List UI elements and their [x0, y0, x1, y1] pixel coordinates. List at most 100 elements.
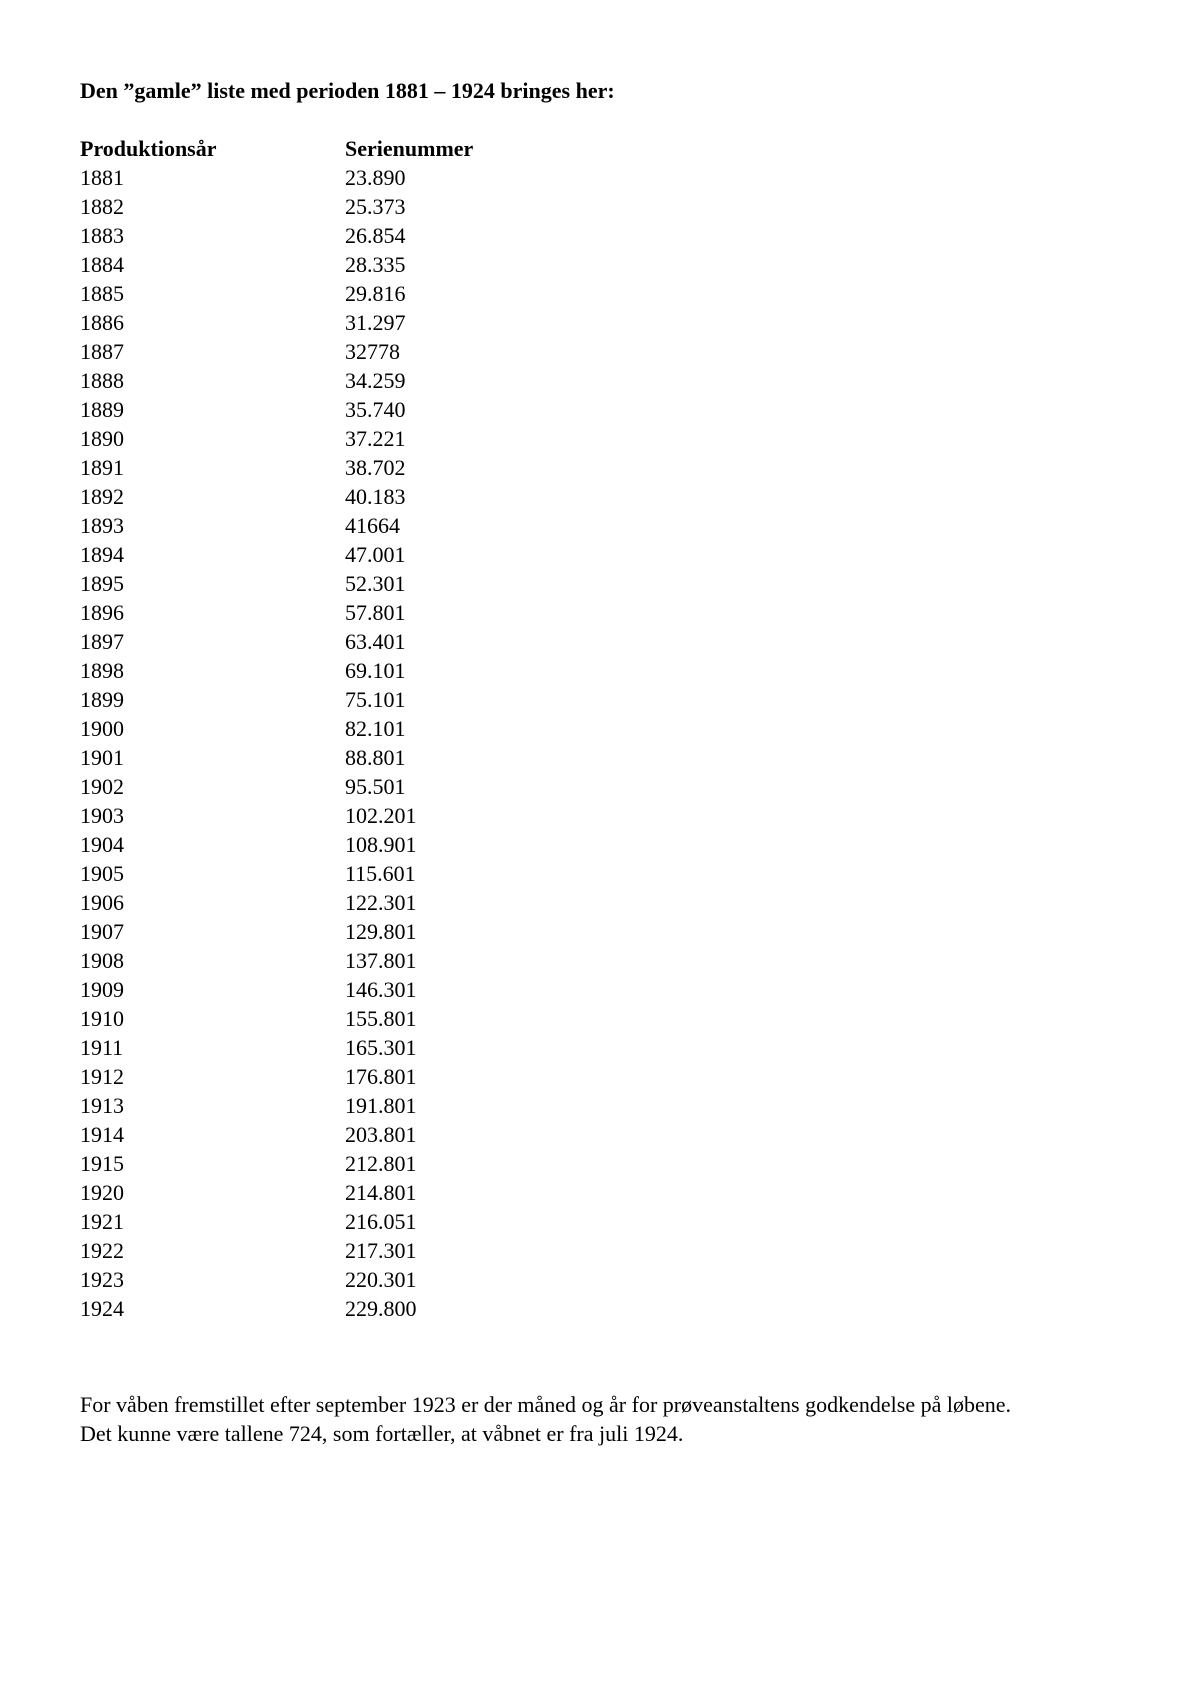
serial-number-cell: 40.183: [345, 484, 406, 509]
production-year-cell: 1892: [80, 484, 124, 509]
production-year-cell: 1903: [80, 803, 124, 828]
table-row: 1904 108.901: [80, 830, 1130, 859]
production-year-cell: 1908: [80, 948, 124, 973]
production-year-cell: 1883: [80, 223, 124, 248]
production-year-cell: 1895: [80, 571, 124, 596]
footer-note: For våben fremstillet efter september 19…: [80, 1390, 1130, 1448]
serial-number-cell: 212.801: [345, 1151, 417, 1176]
serial-number-cell: 129.801: [345, 919, 417, 944]
serial-number-cell: 137.801: [345, 948, 417, 973]
table-row: 1921 216.051: [80, 1207, 1130, 1236]
production-year-cell: 1889: [80, 397, 124, 422]
table-row: 1891 38.702: [80, 453, 1130, 482]
serial-number-cell: 146.301: [345, 977, 417, 1002]
table-row: 1903 102.201: [80, 801, 1130, 830]
serial-number-cell: 122.301: [345, 890, 417, 915]
production-year-cell: 1897: [80, 629, 124, 654]
serial-number-cell: 26.854: [345, 223, 406, 248]
serial-number-cell: 69.101: [345, 658, 406, 683]
serial-number-cell: 108.901: [345, 832, 417, 857]
table-body: 1881 23.890 1882 25.373 1883 26.854 1884 28.335…: [80, 163, 1130, 1323]
serial-number-cell: 191.801: [345, 1093, 417, 1118]
table-row: 1905 115.601: [80, 859, 1130, 888]
serial-number-cell: 214.801: [345, 1180, 417, 1205]
table-row: 1923 220.301: [80, 1265, 1130, 1294]
serial-number-cell: 31.297: [345, 310, 406, 335]
serial-number-cell: 176.801: [345, 1064, 417, 1089]
serial-number-cell: 216.051: [345, 1209, 417, 1234]
table-row: 1922 217.301: [80, 1236, 1130, 1265]
production-year-cell: 1886: [80, 310, 124, 335]
production-year-cell: 1910: [80, 1006, 124, 1031]
serial-number-cell: 41664: [345, 513, 400, 538]
table-row: 1889 35.740: [80, 395, 1130, 424]
production-year-cell: 1884: [80, 252, 124, 277]
production-year-cell: 1896: [80, 600, 124, 625]
production-year-cell: 1898: [80, 658, 124, 683]
production-year-cell: 1922: [80, 1238, 124, 1263]
production-year-cell: 1887: [80, 339, 124, 364]
table-row: 1906 122.301: [80, 888, 1130, 917]
serial-number-cell: 34.259: [345, 368, 406, 393]
serial-number-cell: 35.740: [345, 397, 406, 422]
production-year-cell: 1882: [80, 194, 124, 219]
table-row: 1911 165.301: [80, 1033, 1130, 1062]
table-row: 1899 75.101: [80, 685, 1130, 714]
table-row: 1920 214.801: [80, 1178, 1130, 1207]
serial-number-cell: 37.221: [345, 426, 406, 451]
footer-line-1: For våben fremstillet efter september 19…: [80, 1392, 1011, 1417]
production-year-cell: 1888: [80, 368, 124, 393]
serial-number-cell: 165.301: [345, 1035, 417, 1060]
serial-number-cell: 63.401: [345, 629, 406, 654]
production-year-cell: 1902: [80, 774, 124, 799]
production-year-cell: 1912: [80, 1064, 124, 1089]
table-row: 1913 191.801: [80, 1091, 1130, 1120]
production-year-cell: 1893: [80, 513, 124, 538]
table-row: 1909 146.301: [80, 975, 1130, 1004]
production-year-cell: 1900: [80, 716, 124, 741]
production-year-cell: 1890: [80, 426, 124, 451]
serial-number-cell: 47.001: [345, 542, 406, 567]
serial-number-cell: 155.801: [345, 1006, 417, 1031]
serial-number-cell: 115.601: [345, 861, 416, 886]
table-row: 1882 25.373: [80, 192, 1130, 221]
table-row: 1893 41664: [80, 511, 1130, 540]
serial-number-cell: 23.890: [345, 165, 406, 190]
table-row: 1883 26.854: [80, 221, 1130, 250]
table-header-row: Produktionsår Serienummer: [80, 134, 1130, 163]
column-header-serial-number: Serienummer: [345, 136, 474, 161]
table-row: 1908 137.801: [80, 946, 1130, 975]
production-year-cell: 1921: [80, 1209, 124, 1234]
production-year-cell: 1920: [80, 1180, 124, 1205]
table-row: 1885 29.816: [80, 279, 1130, 308]
table-row: 1888 34.259: [80, 366, 1130, 395]
table-row: 1924 229.800: [80, 1294, 1130, 1323]
serial-number-cell: 38.702: [345, 455, 406, 480]
table-row: 1895 52.301: [80, 569, 1130, 598]
serial-number-cell: 32778: [345, 339, 400, 364]
serial-number-cell: 220.301: [345, 1267, 417, 1292]
table-row: 1902 95.501: [80, 772, 1130, 801]
table-row: 1912 176.801: [80, 1062, 1130, 1091]
serial-number-cell: 102.201: [345, 803, 417, 828]
serial-number-cell: 25.373: [345, 194, 406, 219]
serial-number-cell: 29.816: [345, 281, 406, 306]
production-year-cell: 1885: [80, 281, 124, 306]
production-year-cell: 1914: [80, 1122, 124, 1147]
table-row: 1892 40.183: [80, 482, 1130, 511]
production-year-cell: 1906: [80, 890, 124, 915]
production-year-cell: 1913: [80, 1093, 124, 1118]
table-row: 1907 129.801: [80, 917, 1130, 946]
table-row: 1887 32778: [80, 337, 1130, 366]
table-row: 1914 203.801: [80, 1120, 1130, 1149]
footer-line-2: Det kunne være tallene 724, som fortælle…: [80, 1421, 684, 1446]
serial-number-cell: 88.801: [345, 745, 406, 770]
table-row: 1900 82.101: [80, 714, 1130, 743]
serial-number-cell: 217.301: [345, 1238, 417, 1263]
table-row: 1910 155.801: [80, 1004, 1130, 1033]
production-year-cell: 1915: [80, 1151, 124, 1176]
production-year-cell: 1881: [80, 165, 124, 190]
production-year-cell: 1901: [80, 745, 124, 770]
table-row: 1901 88.801: [80, 743, 1130, 772]
